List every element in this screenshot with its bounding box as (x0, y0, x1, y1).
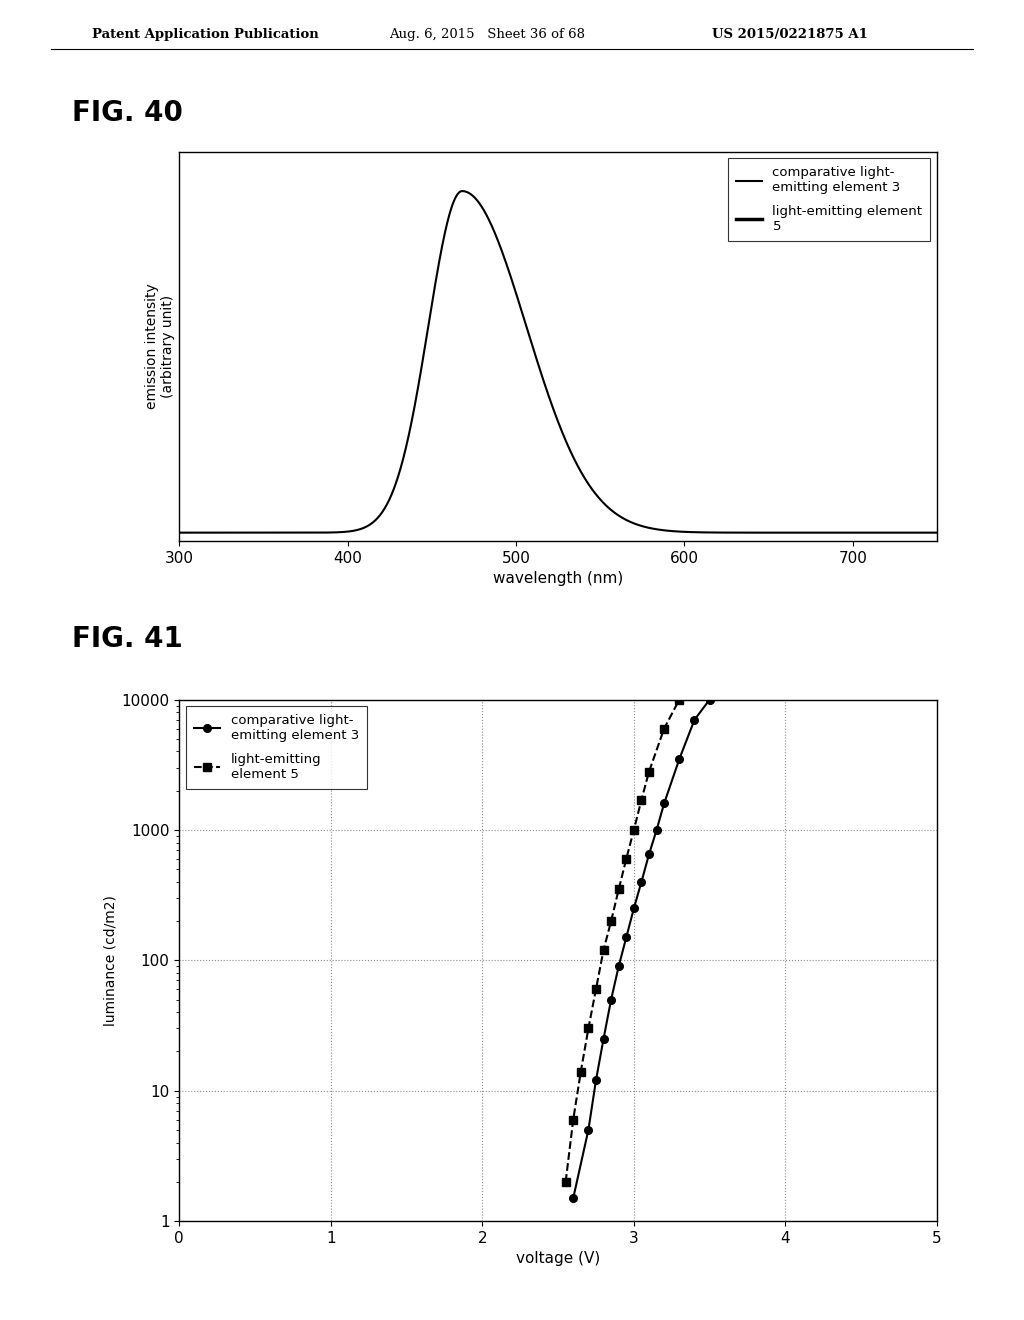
light-emitting
element 5 (567, 1111, 580, 1127)
light-emitting
element 5 (605, 913, 617, 929)
light-emitting
element 5 (590, 981, 602, 997)
comparative light-
emitting element 3 (688, 711, 700, 727)
light-emitting
element 5 (635, 792, 647, 808)
light-emitting
element 5 (643, 764, 655, 780)
Legend: comparative light-
emitting element 3, light-emitting element
5: comparative light- emitting element 3, l… (728, 158, 931, 240)
comparative light-
emitting element 3 (703, 692, 716, 708)
comparative light-
emitting element 3 (635, 874, 647, 890)
Legend: comparative light-
emitting element 3, light-emitting
element 5: comparative light- emitting element 3, l… (185, 706, 367, 788)
comparative light-
emitting element 3 (567, 1191, 580, 1206)
light-emitting
element 5 (658, 721, 671, 737)
light-emitting
element 5 (559, 1173, 571, 1189)
comparative light-
emitting element 3 (621, 929, 633, 945)
X-axis label: voltage (V): voltage (V) (516, 1251, 600, 1266)
Text: FIG. 40: FIG. 40 (72, 99, 182, 128)
Line: comparative light-
emitting element 3: comparative light- emitting element 3 (569, 696, 714, 1203)
light-emitting
element 5 (673, 692, 685, 708)
Line: light-emitting
element 5: light-emitting element 5 (562, 696, 683, 1185)
light-emitting
element 5 (583, 1020, 595, 1036)
light-emitting
element 5 (628, 822, 640, 838)
comparative light-
emitting element 3 (628, 900, 640, 916)
light-emitting
element 5 (621, 851, 633, 867)
comparative light-
emitting element 3 (597, 1031, 609, 1047)
comparative light-
emitting element 3 (605, 991, 617, 1007)
light-emitting
element 5 (574, 1064, 587, 1080)
comparative light-
emitting element 3 (673, 751, 685, 767)
comparative light-
emitting element 3 (643, 846, 655, 862)
Text: FIG. 41: FIG. 41 (72, 624, 182, 653)
light-emitting
element 5 (597, 942, 609, 958)
Text: Aug. 6, 2015   Sheet 36 of 68: Aug. 6, 2015 Sheet 36 of 68 (389, 29, 585, 41)
Text: Patent Application Publication: Patent Application Publication (92, 29, 318, 41)
comparative light-
emitting element 3 (590, 1072, 602, 1088)
light-emitting
element 5 (612, 882, 625, 898)
Y-axis label: luminance (cd/m2): luminance (cd/m2) (103, 895, 117, 1026)
X-axis label: wavelength (nm): wavelength (nm) (493, 572, 624, 586)
comparative light-
emitting element 3 (658, 796, 671, 812)
comparative light-
emitting element 3 (583, 1122, 595, 1138)
comparative light-
emitting element 3 (650, 822, 663, 838)
Text: US 2015/0221875 A1: US 2015/0221875 A1 (712, 29, 867, 41)
comparative light-
emitting element 3 (612, 958, 625, 974)
Y-axis label: emission intensity
(arbitrary unit): emission intensity (arbitrary unit) (144, 284, 175, 409)
